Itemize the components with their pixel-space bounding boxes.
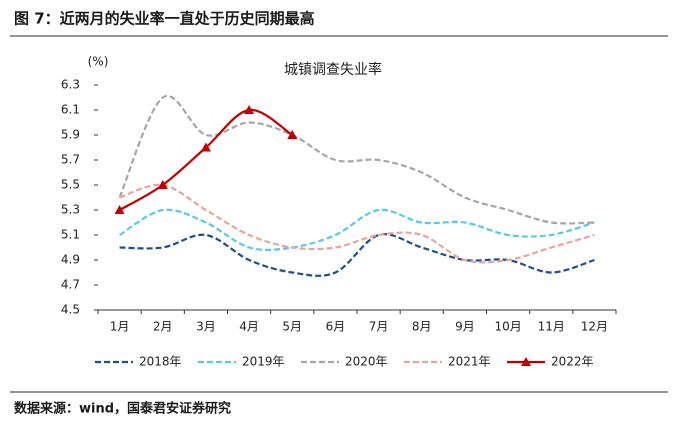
- y-tick-label: 5.1: [61, 228, 80, 242]
- y-tick-label: 6.3: [61, 78, 80, 92]
- series-line: [119, 208, 595, 251]
- series-line: [119, 233, 595, 277]
- x-tick-label: 9月: [455, 320, 475, 334]
- x-tick-label: 10月: [494, 320, 521, 334]
- y-tick-label: 5.5: [61, 178, 80, 192]
- x-tick-label: 3月: [196, 320, 216, 334]
- point-marker: [114, 205, 125, 214]
- x-tick-label: 1月: [110, 320, 130, 334]
- point-marker: [200, 142, 211, 152]
- y-tick-label: 5.3: [61, 203, 80, 217]
- y-tick-label: 4.5: [61, 303, 80, 317]
- source-note: 数据来源：wind，国泰君安证券研究: [14, 401, 231, 417]
- y-axis-unit: (%): [88, 55, 109, 69]
- y-tick-label: 5.9: [61, 128, 80, 142]
- legend-label: 2020年: [345, 355, 388, 369]
- point-marker: [157, 180, 168, 189]
- chart-title: 城镇调查失业率: [284, 61, 382, 78]
- point-marker: [244, 105, 255, 114]
- x-tick-label: 6月: [326, 320, 346, 334]
- legend-label: 2019年: [242, 355, 285, 369]
- x-tick-label: 8月: [412, 320, 432, 334]
- legend-label: 2021年: [448, 355, 491, 369]
- figure-title: 图 7：近两月的失业率一直处于历史同期最高: [14, 10, 315, 28]
- x-tick-label: 5月: [282, 320, 302, 334]
- legend-label: 2022年: [551, 355, 594, 369]
- x-tick-label: 12月: [581, 320, 608, 334]
- y-tick-label: 5.7: [61, 153, 80, 167]
- x-tick-label: 2月: [153, 320, 173, 334]
- series-line: [119, 183, 595, 264]
- x-tick-label: 7月: [369, 320, 389, 334]
- x-tick-label: 11月: [538, 320, 565, 334]
- point-marker: [287, 130, 298, 139]
- x-tick-label: 4月: [239, 320, 259, 334]
- y-tick-label: 4.7: [61, 278, 80, 292]
- legend-marker: [521, 357, 531, 366]
- legend-label: 2018年: [139, 355, 182, 369]
- y-tick-label: 4.9: [61, 253, 80, 267]
- y-tick-label: 6.1: [61, 103, 80, 117]
